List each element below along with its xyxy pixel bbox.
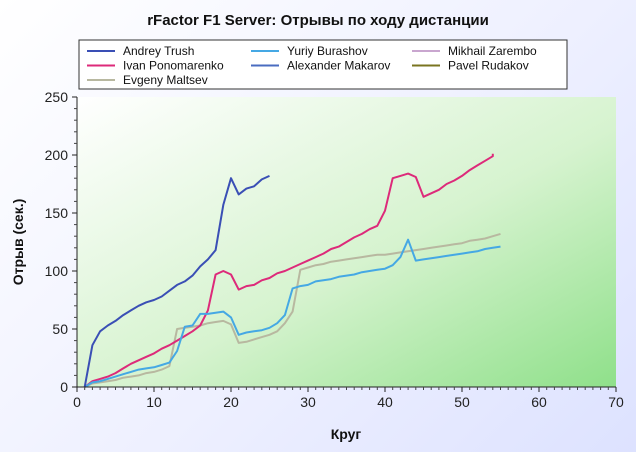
x-tick-label: 10 xyxy=(146,394,162,410)
x-axis-label: Круг xyxy=(331,426,362,442)
legend-label: Evgeny Maltsev xyxy=(123,73,208,87)
y-tick-label: 150 xyxy=(45,205,69,221)
series-line-3 xyxy=(84,238,501,388)
series-line-1 xyxy=(84,153,494,388)
legend-label: Alexander Makarov xyxy=(287,59,390,73)
ticks: 0 10 20 30 40 50 60 70 0 50 100 150 200 250 xyxy=(45,89,624,410)
series-line-2 xyxy=(84,232,501,388)
x-tick-label: 50 xyxy=(454,394,470,410)
legend-label: Yuriy Burashov xyxy=(287,44,368,58)
x-tick-label: 40 xyxy=(377,394,393,410)
chart-title: rFactor F1 Server: Отрывы по ходу дистан… xyxy=(147,12,489,29)
x-tick-label: 60 xyxy=(531,394,547,410)
x-tick-label: 0 xyxy=(73,394,81,410)
legend-label: Mikhail Zarembo xyxy=(448,44,537,58)
y-tick-label: 50 xyxy=(52,321,68,337)
x-tick-label: 20 xyxy=(223,394,239,410)
legend-label: Ivan Ponomarenko xyxy=(123,59,224,73)
series-layer xyxy=(83,153,501,388)
legend-label: Pavel Rudakov xyxy=(448,59,529,73)
y-tick-label: 0 xyxy=(60,379,68,395)
x-tick-label: 30 xyxy=(300,394,316,410)
y-tick-label: 200 xyxy=(45,147,69,163)
x-tick-label: 70 xyxy=(608,394,624,410)
series-line-0 xyxy=(83,174,270,388)
y-tick-label: 100 xyxy=(45,263,69,279)
legend-box xyxy=(78,39,568,90)
y-axis-label: Отрыв (сек.) xyxy=(10,199,26,286)
y-tick-label: 250 xyxy=(45,89,69,105)
legend-label: Andrey Trush xyxy=(123,44,194,58)
